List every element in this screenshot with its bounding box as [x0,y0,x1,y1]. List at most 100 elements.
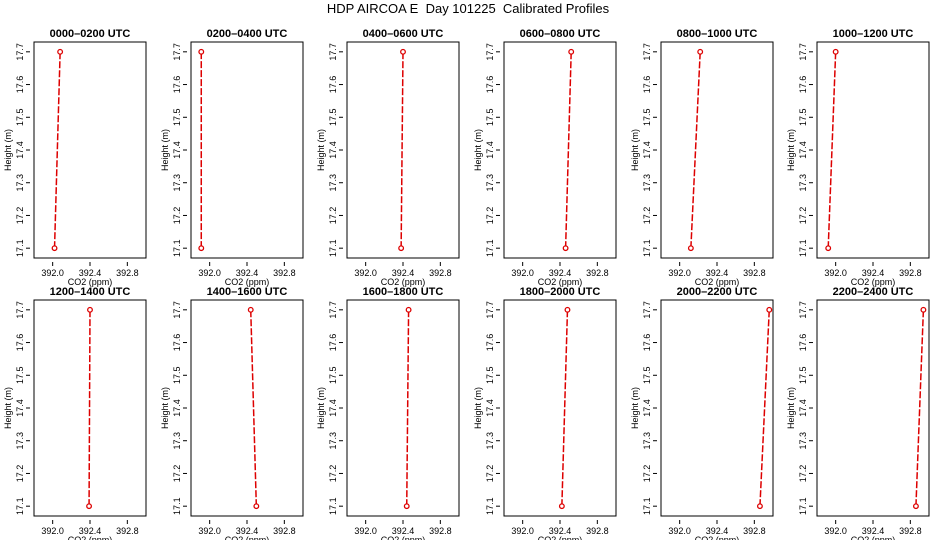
x-tick-label: 392.4 [392,526,415,536]
y-tick-label: 17.6 [642,76,652,94]
y-tick-label: 17.1 [642,497,652,515]
x-axis-label: CO2 (ppm) [851,277,896,287]
y-tick-label: 17.1 [485,239,495,257]
y-tick-label: 17.6 [328,76,338,94]
y-tick-label: 17.3 [642,174,652,192]
y-tick-label: 17.5 [485,367,495,385]
data-point [247,306,254,313]
x-tick-label: 392.0 [511,268,534,278]
y-tick-label: 17.1 [15,239,25,257]
y-tick-label: 17.5 [642,109,652,127]
x-axis-label: CO2 (ppm) [851,535,896,540]
x-tick-label: 392.8 [743,268,766,278]
data-point [825,245,832,252]
y-tick-label: 17.2 [485,465,495,483]
y-tick-label: 17.7 [485,43,495,61]
data-point [756,503,763,510]
data-point [86,503,93,510]
y-tick-label: 17.4 [485,141,495,159]
y-tick-label: 17.4 [172,141,182,159]
panel-title: 2000–2200 UTC [677,286,758,298]
data-point [405,306,412,313]
y-tick-label: 17.5 [172,367,182,385]
x-tick-label: 392.8 [429,526,452,536]
y-tick-label: 17.3 [485,174,495,192]
data-point [687,245,694,252]
y-tick-label: 17.3 [172,432,182,450]
y-tick-label: 17.2 [15,207,25,225]
data-point [568,48,575,55]
y-axis-label: Height (m) [160,387,170,429]
data-point [198,245,205,252]
x-tick-label: 392.4 [706,268,729,278]
x-axis-label: CO2 (ppm) [225,535,270,540]
y-tick-label: 17.3 [485,432,495,450]
y-tick-label: 17.4 [642,141,652,159]
x-tick-label: 392.0 [668,268,691,278]
x-tick-label: 392.8 [899,526,922,536]
y-tick-label: 17.3 [328,174,338,192]
x-axis-label: CO2 (ppm) [695,277,740,287]
x-axis-label: CO2 (ppm) [68,535,113,540]
x-tick-label: 392.0 [41,268,64,278]
y-tick-label: 17.2 [798,207,808,225]
x-tick-label: 392.4 [79,268,102,278]
y-tick-label: 17.4 [15,141,25,159]
y-axis-label: Height (m) [630,387,640,429]
plot-frame [190,41,304,259]
profile-line [915,309,925,507]
y-tick-label: 17.3 [642,432,652,450]
x-axis-label: CO2 (ppm) [381,277,426,287]
x-tick-label: 392.8 [743,526,766,536]
y-tick-label: 17.2 [328,465,338,483]
x-tick-label: 392.0 [824,526,847,536]
profile-line [690,51,701,249]
x-tick-label: 392.0 [354,268,377,278]
y-axis-label: Height (m) [3,129,13,171]
y-tick-label: 17.5 [15,109,25,127]
x-tick-label: 392.0 [198,526,221,536]
y-tick-label: 17.2 [485,207,495,225]
y-tick-label: 17.1 [172,497,182,515]
x-tick-label: 392.8 [116,526,139,536]
plot-frame [190,299,304,517]
y-tick-label: 17.5 [15,367,25,385]
panel-title: 0000–0200 UTC [50,28,131,40]
y-tick-label: 17.5 [485,109,495,127]
x-tick-label: 392.8 [116,268,139,278]
data-point [564,306,571,313]
data-point [398,245,405,252]
data-point [697,48,704,55]
y-tick-label: 17.1 [172,239,182,257]
y-tick-label: 17.6 [15,334,25,352]
x-axis-label: CO2 (ppm) [68,277,113,287]
y-tick-label: 17.6 [172,334,182,352]
profile-line [564,51,572,249]
y-tick-label: 17.4 [328,399,338,417]
figure-title: HDP AIRCOA E Day 101225 Calibrated Profi… [326,1,610,16]
profile-line [405,309,410,507]
data-point [403,503,410,510]
panel-title: 2200–2400 UTC [833,286,914,298]
y-tick-label: 17.2 [172,465,182,483]
x-tick-label: 392.8 [273,268,296,278]
panel-title: 0600–0800 UTC [520,28,601,40]
x-tick-label: 392.4 [862,526,885,536]
y-tick-label: 17.4 [485,399,495,417]
data-point [562,245,569,252]
y-tick-label: 17.3 [328,432,338,450]
y-tick-label: 17.4 [798,141,808,159]
y-tick-label: 17.6 [642,334,652,352]
y-axis-label: Height (m) [316,387,326,429]
panel-title: 1200–1400 UTC [50,286,131,298]
y-axis-label: Height (m) [786,129,796,171]
x-tick-label: 392.4 [549,526,572,536]
plot-frame [346,41,460,259]
y-tick-label: 17.7 [15,43,25,61]
data-point [51,245,58,252]
